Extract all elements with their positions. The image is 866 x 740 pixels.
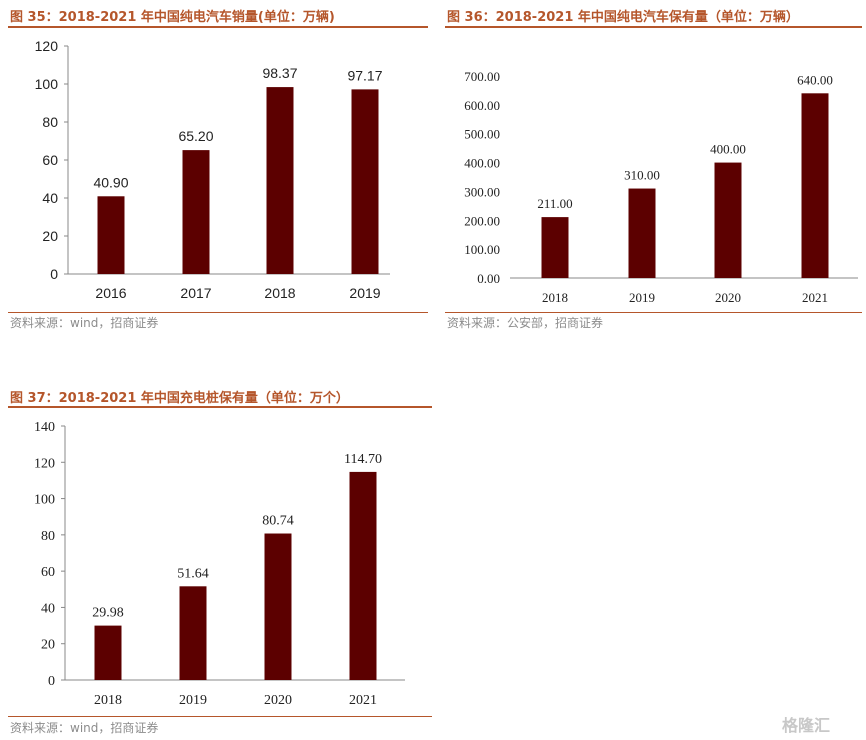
data-label: 98.37 — [262, 65, 297, 81]
y-tick-label: 20 — [42, 228, 58, 244]
y-tick-label: 100.00 — [464, 242, 500, 257]
data-label: 640.00 — [797, 72, 833, 87]
chart-36-source: 资料来源：公安部，招商证券 — [447, 316, 604, 330]
chart-35-title: 图 35：2018-2021 年中国纯电汽车销量(单位：万辆) — [10, 10, 335, 25]
x-tick-label: 2016 — [95, 285, 126, 301]
x-tick-label: 2018 — [542, 290, 568, 305]
data-label: 211.00 — [537, 196, 572, 211]
y-tick-label: 140 — [34, 420, 55, 435]
bar-2019 — [179, 586, 207, 680]
bar-2016 — [97, 196, 125, 274]
y-tick-label: 700.00 — [464, 69, 500, 84]
bar-2018 — [541, 217, 569, 278]
data-label: 97.17 — [347, 67, 382, 83]
chart-35-bottom-rule — [8, 312, 428, 313]
chart-35-source: 资料来源：wind，招商证券 — [10, 316, 159, 330]
bar-2018 — [94, 625, 122, 680]
x-tick-label: 2019 — [179, 693, 207, 708]
y-tick-label: 100 — [35, 76, 59, 92]
y-tick-label: 300.00 — [464, 184, 500, 199]
x-tick-label: 2020 — [715, 290, 741, 305]
y-tick-label: 100 — [34, 493, 55, 508]
chart-37-title: 图 37：2018-2021 年中国充电桩保有量（单位：万个） — [10, 391, 349, 406]
x-tick-label: 2019 — [349, 285, 380, 301]
chart-37-title-rule — [8, 406, 432, 408]
data-label: 80.74 — [262, 514, 294, 529]
chart-36-bottom-rule — [445, 312, 862, 313]
x-tick-label: 2018 — [264, 285, 295, 301]
bar-2018 — [266, 87, 294, 274]
y-tick-label: 20 — [41, 638, 55, 653]
data-label: 114.70 — [344, 452, 382, 467]
chart-35-title-rule — [8, 26, 428, 28]
y-tick-label: 60 — [41, 565, 55, 580]
y-tick-label: 40 — [41, 601, 55, 616]
x-tick-label: 2019 — [629, 290, 655, 305]
y-tick-label: 120 — [35, 38, 59, 54]
chart-36-title-rule — [445, 26, 862, 28]
x-tick-label: 2017 — [180, 285, 211, 301]
chart-37-source: 资料来源：wind，招商证券 — [10, 721, 159, 735]
bar-2021 — [349, 471, 377, 680]
x-tick-label: 2020 — [264, 693, 292, 708]
chart-36-title: 图 36：2018-2021 年中国纯电汽车保有量（单位：万辆） — [447, 10, 799, 25]
y-tick-label: 200.00 — [464, 213, 500, 228]
x-tick-label: 2018 — [94, 693, 122, 708]
x-tick-label: 2021 — [802, 290, 828, 305]
bar-2020 — [264, 533, 292, 680]
data-label: 310.00 — [624, 168, 660, 183]
x-tick-label: 2021 — [349, 693, 377, 708]
data-label: 400.00 — [710, 142, 746, 157]
bar-2020 — [714, 162, 742, 278]
bar-2017 — [182, 150, 210, 274]
bar-2019 — [351, 89, 379, 274]
data-label: 29.98 — [92, 606, 124, 621]
y-tick-label: 0.00 — [477, 271, 500, 286]
y-tick-label: 80 — [41, 529, 55, 544]
watermark-text: 格隆汇 — [782, 716, 831, 735]
y-tick-label: 600.00 — [464, 98, 500, 113]
y-tick-label: 60 — [42, 152, 58, 168]
data-label: 40.90 — [93, 174, 128, 190]
y-tick-label: 500.00 — [464, 127, 500, 142]
data-label: 65.20 — [178, 128, 213, 144]
y-tick-label: 0 — [50, 266, 58, 282]
y-tick-label: 80 — [42, 114, 58, 130]
watermark-logo: 格隆汇 — [782, 712, 830, 736]
y-tick-label: 0 — [48, 674, 55, 689]
y-tick-label: 40 — [42, 190, 58, 206]
y-tick-label: 120 — [34, 456, 55, 471]
y-tick-label: 400.00 — [464, 156, 500, 171]
chart-37-bottom-rule — [8, 716, 432, 717]
data-label: 51.64 — [177, 566, 209, 581]
bar-2019 — [628, 188, 656, 278]
bar-2021 — [801, 93, 829, 278]
